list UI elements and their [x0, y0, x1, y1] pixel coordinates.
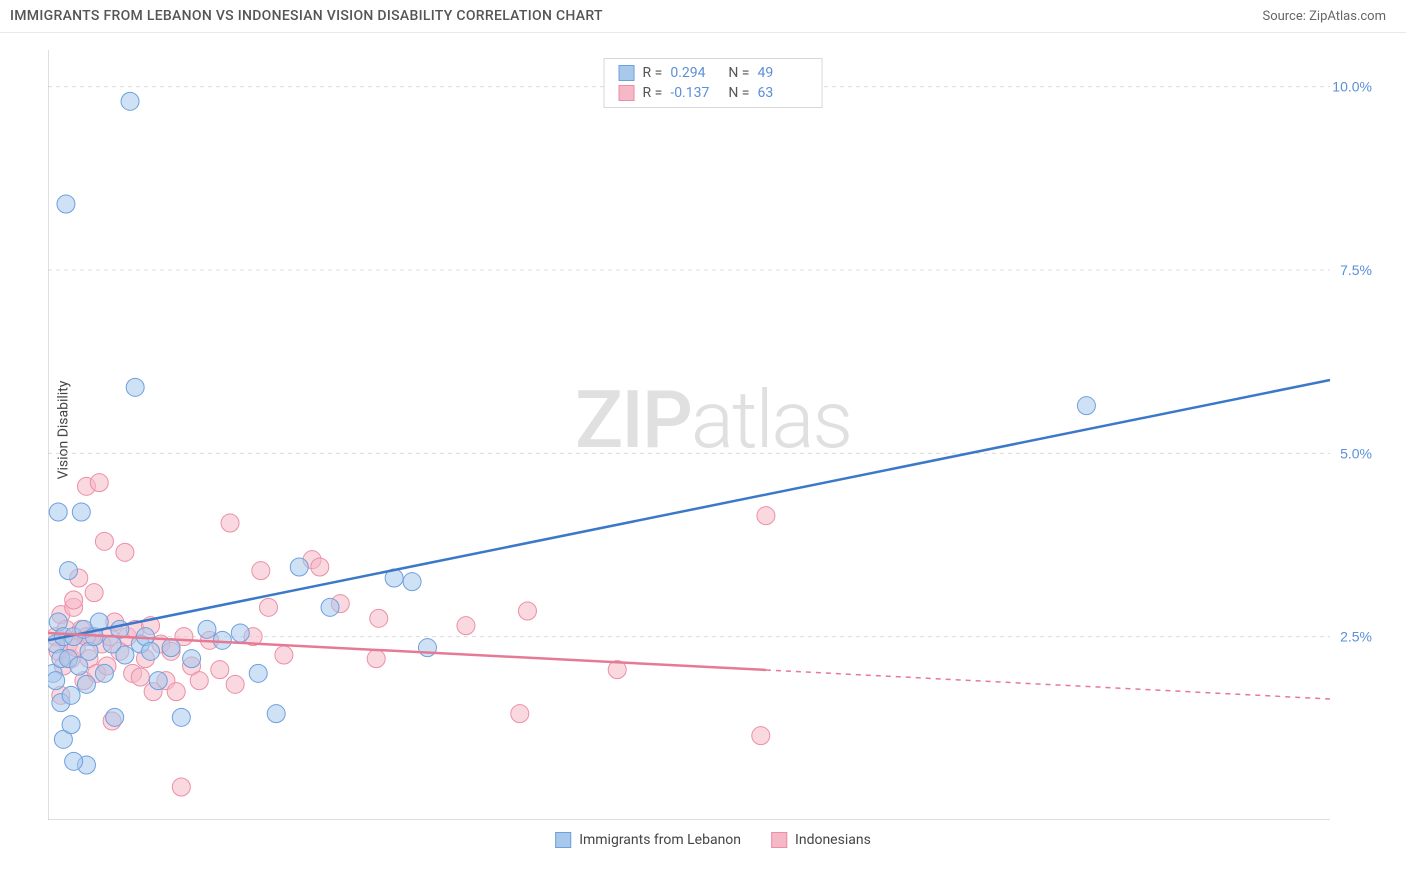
n-label: N =	[728, 85, 749, 101]
data-point	[95, 532, 113, 550]
data-point	[172, 778, 190, 796]
data-point	[183, 650, 201, 668]
data-point	[1077, 397, 1095, 415]
y-tick-label: 7.5%	[1340, 262, 1372, 278]
legend-correlation: R = 0.294 N = 49 R = -0.137 N = 63	[604, 58, 823, 108]
data-point	[213, 631, 231, 649]
r-value-0: 0.294	[670, 65, 720, 81]
data-point	[757, 507, 775, 525]
data-point	[65, 752, 83, 770]
r-label: R =	[643, 65, 663, 81]
data-point	[77, 675, 95, 693]
data-point	[275, 646, 293, 664]
data-point	[367, 650, 385, 668]
data-point	[85, 584, 103, 602]
data-point	[126, 378, 144, 396]
source-label: Source: ZipAtlas.com	[1262, 9, 1386, 24]
n-value-1: 63	[757, 85, 807, 101]
data-point	[518, 602, 536, 620]
swatch-series-0	[619, 65, 635, 81]
data-point	[211, 661, 229, 679]
plot-svg: 2.5%5.0%7.5%10.0%0.0%50.0%	[48, 50, 1378, 820]
data-point	[57, 195, 75, 213]
data-point	[403, 573, 421, 591]
legend-row-series-0: R = 0.294 N = 49	[619, 63, 808, 83]
data-point	[162, 639, 180, 657]
data-point	[752, 727, 770, 745]
data-point	[62, 716, 80, 734]
data-point	[321, 598, 339, 616]
data-point	[48, 672, 65, 690]
chart-title: IMMIGRANTS FROM LEBANON VS INDONESIAN VI…	[10, 8, 603, 24]
data-point	[95, 664, 113, 682]
data-point	[370, 609, 388, 627]
data-point	[311, 558, 329, 576]
data-point	[116, 543, 134, 561]
data-point	[60, 562, 78, 580]
data-point	[249, 664, 267, 682]
legend-label: Immigrants from Lebanon	[579, 832, 741, 848]
y-tick-label: 2.5%	[1340, 629, 1372, 645]
data-point	[172, 708, 190, 726]
data-point	[231, 624, 249, 642]
r-label: R =	[643, 85, 663, 101]
regression-line-0	[48, 380, 1330, 640]
header: IMMIGRANTS FROM LEBANON VS INDONESIAN VI…	[0, 0, 1406, 33]
data-point	[511, 705, 529, 723]
data-point	[131, 668, 149, 686]
data-point	[142, 642, 160, 660]
r-value-1: -0.137	[670, 85, 720, 101]
data-point	[49, 503, 67, 521]
data-point	[267, 705, 285, 723]
data-point	[65, 591, 83, 609]
data-point	[290, 558, 308, 576]
chart-area: ZIPatlas 2.5%5.0%7.5%10.0%0.0%50.0% R = …	[48, 50, 1378, 820]
data-point	[116, 646, 134, 664]
data-point	[226, 675, 244, 693]
regression-line-1-extrapolated	[766, 670, 1330, 699]
data-point	[72, 503, 90, 521]
data-point	[260, 598, 278, 616]
legend-label: Indonesians	[795, 832, 871, 848]
data-point	[149, 672, 167, 690]
chart-container: IMMIGRANTS FROM LEBANON VS INDONESIAN VI…	[0, 0, 1406, 892]
swatch-series-1	[619, 85, 635, 101]
data-point	[90, 474, 108, 492]
data-point	[190, 672, 208, 690]
legend-item-0: Immigrants from Lebanon	[555, 832, 741, 848]
data-point	[106, 708, 124, 726]
data-point	[457, 617, 475, 635]
y-tick-label: 10.0%	[1332, 79, 1372, 95]
swatch-icon	[555, 832, 571, 848]
n-label: N =	[728, 65, 749, 81]
legend-row-series-1: R = -0.137 N = 63	[619, 83, 808, 103]
legend-series: Immigrants from Lebanon Indonesians	[555, 832, 871, 848]
data-point	[198, 620, 216, 638]
y-tick-label: 5.0%	[1340, 445, 1372, 461]
data-point	[252, 562, 270, 580]
data-point	[62, 686, 80, 704]
data-point	[221, 514, 239, 532]
n-value-0: 49	[757, 65, 807, 81]
data-point	[121, 92, 139, 110]
swatch-icon	[771, 832, 787, 848]
legend-item-1: Indonesians	[771, 832, 871, 848]
data-point	[167, 683, 185, 701]
